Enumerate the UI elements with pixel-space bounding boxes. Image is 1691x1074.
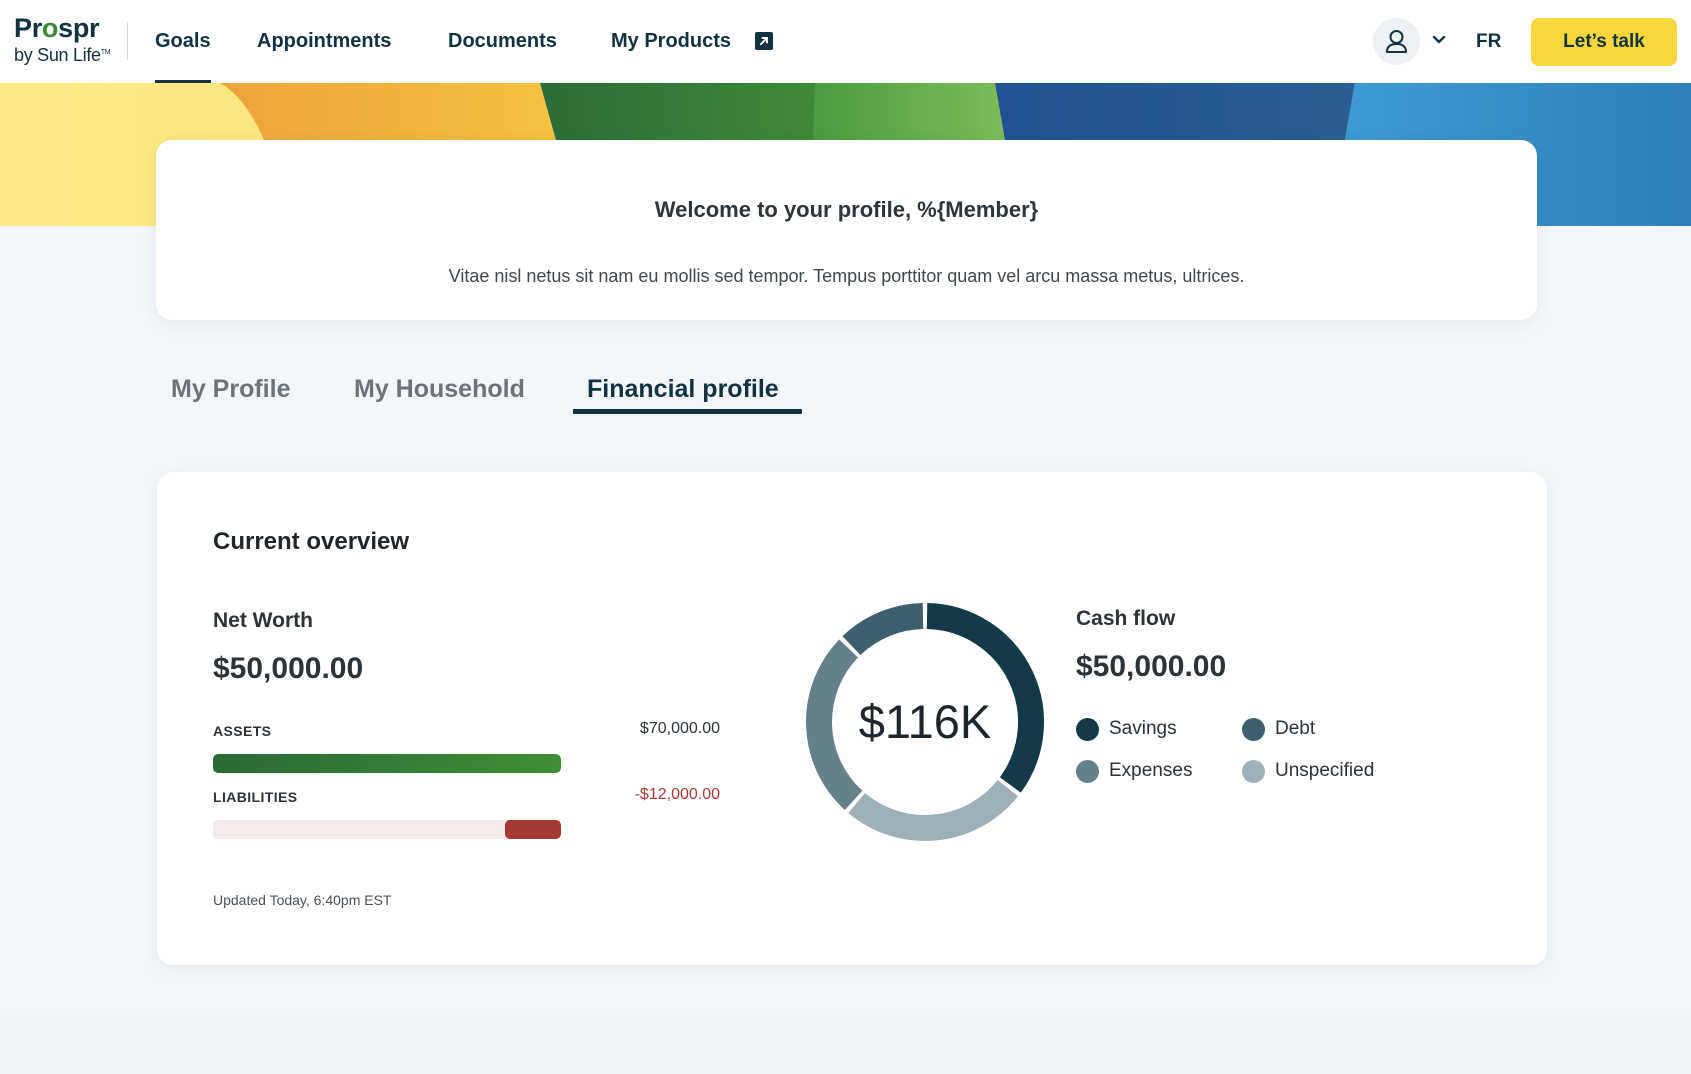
legend-dot bbox=[1076, 759, 1099, 783]
legend-label: Debt bbox=[1275, 718, 1316, 739]
liabilities-bar bbox=[213, 820, 561, 839]
logo-trademark: TM bbox=[100, 49, 111, 56]
nav-my-products[interactable]: My Products bbox=[611, 30, 732, 52]
legend-label: Expenses bbox=[1109, 760, 1193, 781]
legend-item-expenses: Expenses bbox=[1076, 758, 1192, 784]
legend-dot bbox=[1242, 717, 1265, 741]
liabilities-bar-fill bbox=[505, 820, 561, 839]
logo-part-o: o bbox=[41, 13, 59, 43]
legend-label: Savings bbox=[1109, 718, 1177, 739]
liabilities-value: -$12,000.00 bbox=[634, 786, 720, 803]
language-toggle[interactable]: FR bbox=[1476, 31, 1502, 52]
prospr-logo[interactable]: Prospr by Sun LifeTM bbox=[14, 14, 120, 68]
logo-wordmark: Prospr bbox=[14, 14, 120, 42]
nav-goals[interactable]: Goals bbox=[155, 30, 211, 84]
assets-bar bbox=[213, 754, 561, 773]
assets-bar-fill bbox=[213, 754, 561, 773]
net-worth-value: $50,000.00 bbox=[213, 652, 364, 685]
cash-flow-value: $50,000.00 bbox=[1076, 650, 1227, 683]
donut-segment-debt bbox=[842, 603, 924, 656]
logo-part: spr bbox=[58, 13, 100, 43]
user-menu-button[interactable] bbox=[1373, 18, 1420, 65]
legend-dot bbox=[1076, 717, 1099, 741]
external-link-icon[interactable] bbox=[755, 32, 773, 50]
liabilities-label: LIABILITIES bbox=[213, 789, 298, 805]
tab-financial-profile[interactable]: Financial profile bbox=[587, 375, 779, 403]
logo-sub-text: by Sun Life bbox=[14, 45, 101, 65]
legend-dot bbox=[1242, 759, 1265, 783]
legend-item-debt: Debt bbox=[1242, 716, 1315, 742]
current-overview-card: Current overview Net Worth $50,000.00 AS… bbox=[157, 472, 1547, 965]
logo-subtitle: by Sun LifeTM bbox=[14, 42, 120, 66]
overview-title: Current overview bbox=[213, 528, 410, 555]
nav-divider bbox=[127, 22, 128, 60]
tab-my-household[interactable]: My Household bbox=[354, 375, 525, 403]
legend-label: Unspecified bbox=[1275, 760, 1375, 781]
chevron-down-icon[interactable] bbox=[1432, 33, 1446, 47]
donut-segment-expenses bbox=[806, 639, 863, 810]
tab-my-profile[interactable]: My Profile bbox=[171, 375, 291, 403]
welcome-card: Welcome to your profile, %{Member} Vitae… bbox=[156, 140, 1537, 320]
nav-documents[interactable]: Documents bbox=[448, 30, 557, 52]
donut-center-label: $116K bbox=[858, 695, 992, 748]
donut-segment-savings bbox=[926, 603, 1044, 793]
nav-appointments[interactable]: Appointments bbox=[257, 30, 392, 52]
top-nav: Prospr by Sun LifeTM Goals Appointments … bbox=[0, 0, 1691, 84]
assets-value: $70,000.00 bbox=[639, 720, 720, 737]
legend-item-unspecified: Unspecified bbox=[1242, 758, 1374, 784]
page-footer-band bbox=[0, 1015, 1691, 1074]
welcome-title: Welcome to your profile, %{Member} bbox=[654, 197, 1039, 222]
active-tab-indicator bbox=[573, 409, 802, 414]
logo-part: Pr bbox=[14, 13, 42, 43]
welcome-text: Vitae nisl netus sit nam eu mollis sed t… bbox=[448, 266, 1245, 286]
donut-segment-unspecified bbox=[848, 779, 1018, 841]
assets-label: ASSETS bbox=[213, 723, 272, 739]
legend-item-savings: Savings bbox=[1076, 716, 1177, 742]
user-icon bbox=[1386, 30, 1407, 53]
net-worth-label: Net Worth bbox=[213, 609, 313, 632]
lets-talk-button[interactable]: Let’s talk bbox=[1531, 18, 1677, 66]
updated-timestamp: Updated Today, 6:40pm EST bbox=[213, 892, 392, 908]
cash-flow-label: Cash flow bbox=[1076, 607, 1176, 630]
cash-flow-donut-chart bbox=[806, 603, 1044, 841]
